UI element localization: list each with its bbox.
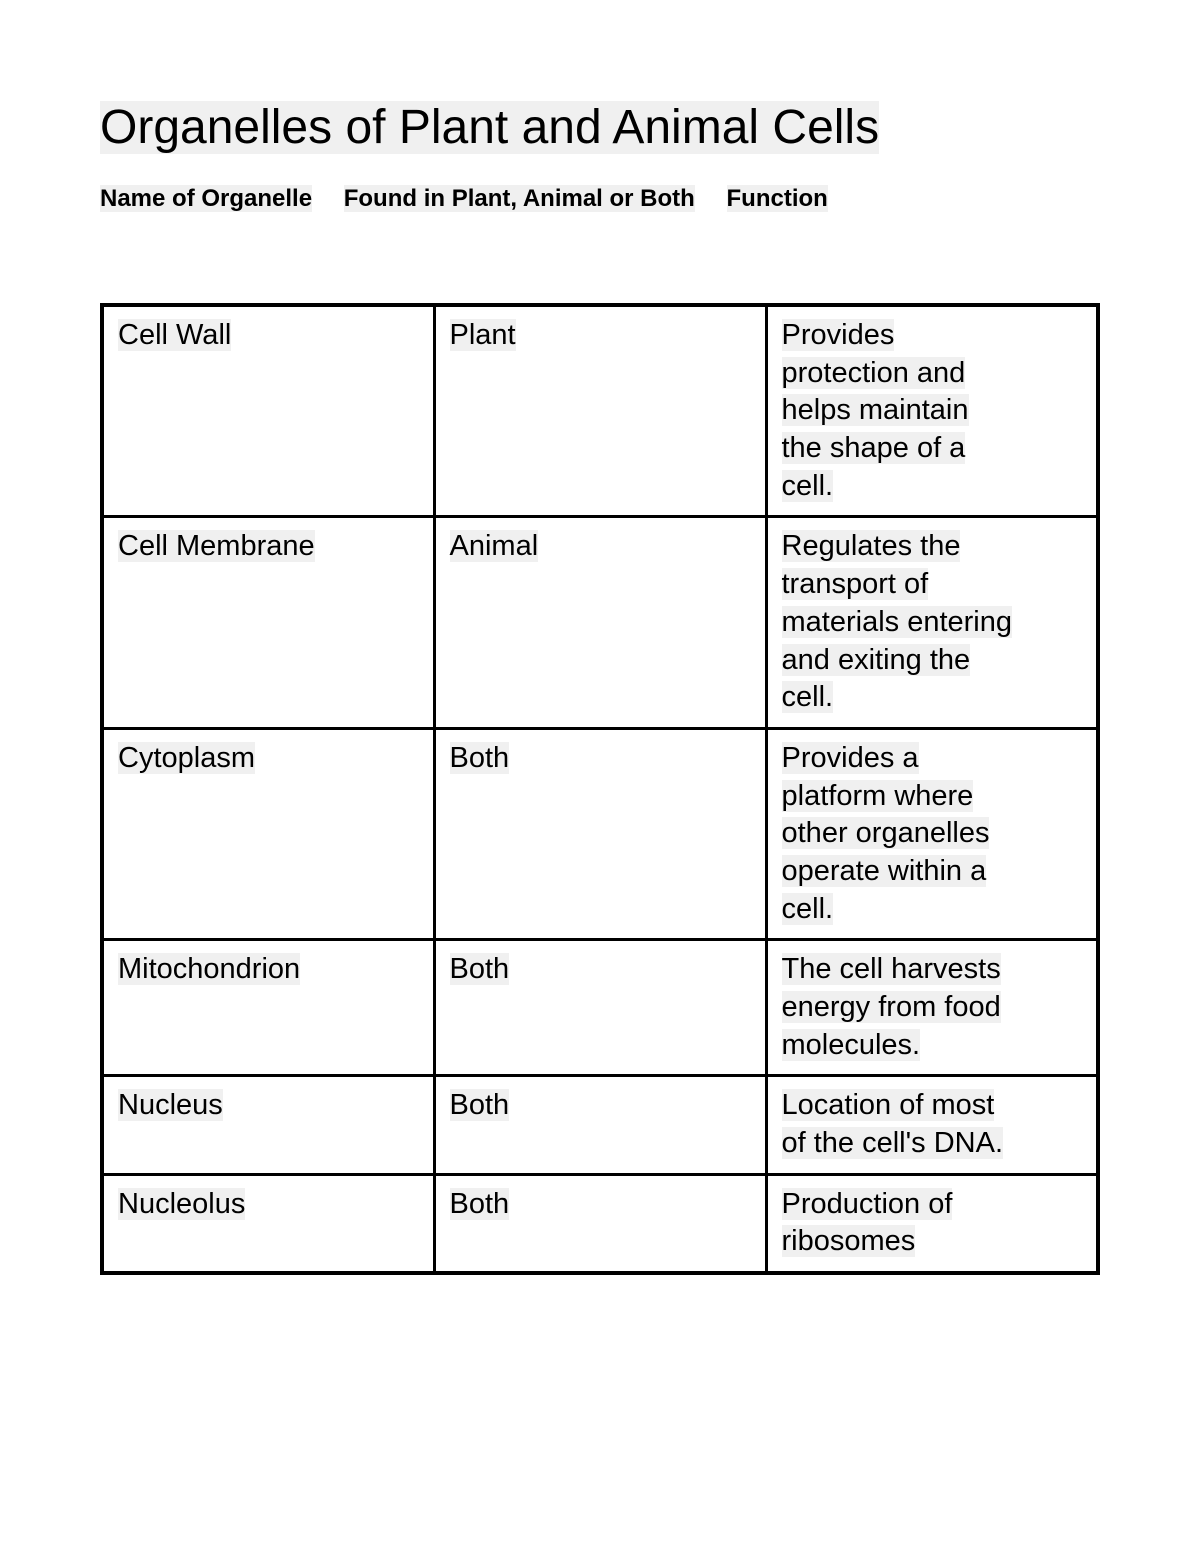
table-row: Mitochondrion Both The cell harvests energy… xyxy=(102,940,1098,1076)
found-in-text: Both xyxy=(450,1089,510,1121)
cell-found-in: Both xyxy=(434,1076,766,1174)
cell-organelle: Mitochondrion xyxy=(102,940,434,1076)
table-row: Cell Wall Plant Provides protection and help… xyxy=(102,305,1098,517)
function-line: Location of most xyxy=(782,1089,995,1121)
cell-found-in: Plant xyxy=(434,305,766,517)
function-line: operate within a xyxy=(782,855,987,887)
cell-function: The cell harvests energy from food molecul… xyxy=(766,940,1098,1076)
organelles-table: Cell Wall Plant Provides protection and help… xyxy=(100,303,1100,1275)
function-line: cell. xyxy=(782,893,834,925)
cell-organelle: Cell Wall xyxy=(102,305,434,517)
cell-organelle: Nucleolus xyxy=(102,1174,434,1273)
function-line: Provides a xyxy=(782,742,919,774)
function-line: Production of xyxy=(782,1188,953,1220)
function-line: platform where xyxy=(782,780,974,812)
cell-function: Regulates the transport of materials enter… xyxy=(766,517,1098,728)
function-line: The cell harvests xyxy=(782,953,1001,985)
cell-function: Production of ribosomes xyxy=(766,1174,1098,1273)
function-line: the shape of a xyxy=(782,432,966,464)
table-row: Nucleolus Both Production of ribosomes xyxy=(102,1174,1098,1273)
organelle-text: Nucleolus xyxy=(118,1188,245,1220)
found-in-text: Animal xyxy=(450,530,539,562)
title-text: Organelles of Plant and Animal Cells xyxy=(100,101,879,154)
organelle-text: Cell Wall xyxy=(118,319,231,351)
function-line: cell. xyxy=(782,470,834,502)
cell-found-in: Both xyxy=(434,940,766,1076)
found-in-text: Plant xyxy=(450,319,516,351)
organelle-text: Cytoplasm xyxy=(118,742,255,774)
function-line: protection and xyxy=(782,357,966,389)
function-line: Provides xyxy=(782,319,895,351)
function-line: energy from food xyxy=(782,991,1001,1023)
header-organelle: Name of Organelle xyxy=(100,185,312,212)
function-line: other organelles xyxy=(782,817,990,849)
function-line: helps maintain xyxy=(782,394,969,426)
found-in-text: Both xyxy=(450,742,510,774)
column-headers: Name of Organelle Found in Plant, Animal… xyxy=(100,185,1100,213)
found-in-text: Both xyxy=(450,953,510,985)
function-line: of the cell's DNA. xyxy=(782,1127,1004,1159)
function-line: ribosomes xyxy=(782,1225,916,1257)
function-line: Regulates the xyxy=(782,530,961,562)
table-row: Nucleus Both Location of most of the cell's… xyxy=(102,1076,1098,1174)
found-in-text: Both xyxy=(450,1188,510,1220)
cell-found-in: Animal xyxy=(434,517,766,728)
cell-function: Provides protection and helps maintain the … xyxy=(766,305,1098,517)
cell-found-in: Both xyxy=(434,1174,766,1273)
function-line: molecules. xyxy=(782,1029,921,1061)
cell-organelle: Cell Membrane xyxy=(102,517,434,728)
function-line: materials entering xyxy=(782,606,1013,638)
function-line: cell. xyxy=(782,681,834,713)
page-title: Organelles of Plant and Animal Cells xyxy=(100,100,1100,155)
cell-organelle: Cytoplasm xyxy=(102,728,434,939)
function-line: transport of xyxy=(782,568,929,600)
cell-function: Location of most of the cell's DNA. xyxy=(766,1076,1098,1174)
organelle-text: Nucleus xyxy=(118,1089,223,1121)
function-line: and exiting the xyxy=(782,644,971,676)
organelle-text: Cell Membrane xyxy=(118,530,315,562)
organelle-text: Mitochondrion xyxy=(118,953,300,985)
header-found-in: Found in Plant, Animal or Both xyxy=(344,185,695,212)
cell-function: Provides a platform where other organelles… xyxy=(766,728,1098,939)
header-function: Function xyxy=(727,185,828,212)
table-row: Cell Membrane Animal Regulates the transpor… xyxy=(102,517,1098,728)
table-row: Cytoplasm Both Provides a platform where oth… xyxy=(102,728,1098,939)
cell-found-in: Both xyxy=(434,728,766,939)
cell-organelle: Nucleus xyxy=(102,1076,434,1174)
table-body: Cell Wall Plant Provides protection and help… xyxy=(102,305,1098,1273)
